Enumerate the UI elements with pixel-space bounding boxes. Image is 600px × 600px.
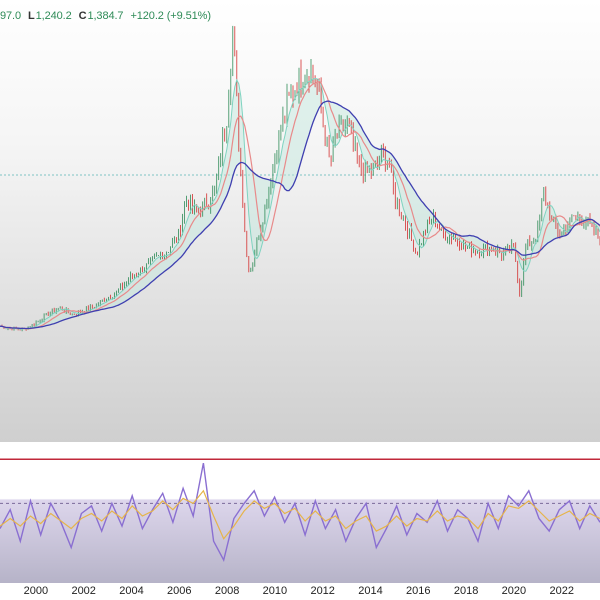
osc-oscillator-line xyxy=(0,462,600,563)
ma-mid-line xyxy=(0,81,600,330)
low-label: L xyxy=(27,10,35,22)
x-tick-label: 2002 xyxy=(71,585,96,597)
open-value: 97.0 xyxy=(0,10,22,22)
oscillator-chart[interactable] xyxy=(0,447,600,583)
change-value: +120.2 (+9.51%) xyxy=(130,10,211,22)
ma-ribbon xyxy=(0,78,600,330)
x-tick-label: 2022 xyxy=(549,585,575,597)
time-axis[interactable]: 2000 2002 2004 2006 2008 2010 2012 2014 2016 2018… xyxy=(0,583,600,600)
x-tick-label: 2020 xyxy=(501,585,527,597)
close-value: 1,384.7 xyxy=(87,10,124,22)
x-tick-label: 2010 xyxy=(262,585,288,597)
x-tick-label: 2000 xyxy=(23,585,49,597)
price-chart[interactable] xyxy=(0,0,600,442)
x-tick-label: 2004 xyxy=(119,585,144,597)
price-chart-panel[interactable] xyxy=(0,0,600,442)
x-tick-label: 2014 xyxy=(358,585,383,597)
close-label: C xyxy=(78,10,87,22)
low-value: 1,240.2 xyxy=(35,10,72,22)
x-tick-label: 2008 xyxy=(214,585,240,597)
osc-signal-line xyxy=(0,489,600,540)
x-tick-label: 2016 xyxy=(406,585,431,597)
oscillator-panel[interactable] xyxy=(0,447,600,583)
panel-divider[interactable] xyxy=(0,442,600,447)
x-tick-label: 2012 xyxy=(310,585,335,597)
x-tick-label: 2006 xyxy=(167,585,192,597)
ma-slow-line xyxy=(0,100,600,330)
x-tick-label: 2018 xyxy=(453,585,479,597)
ohlc-readout: 97.0 L1,240.2 C1,384.7 +120.2 (+9.51%) xyxy=(0,10,215,22)
